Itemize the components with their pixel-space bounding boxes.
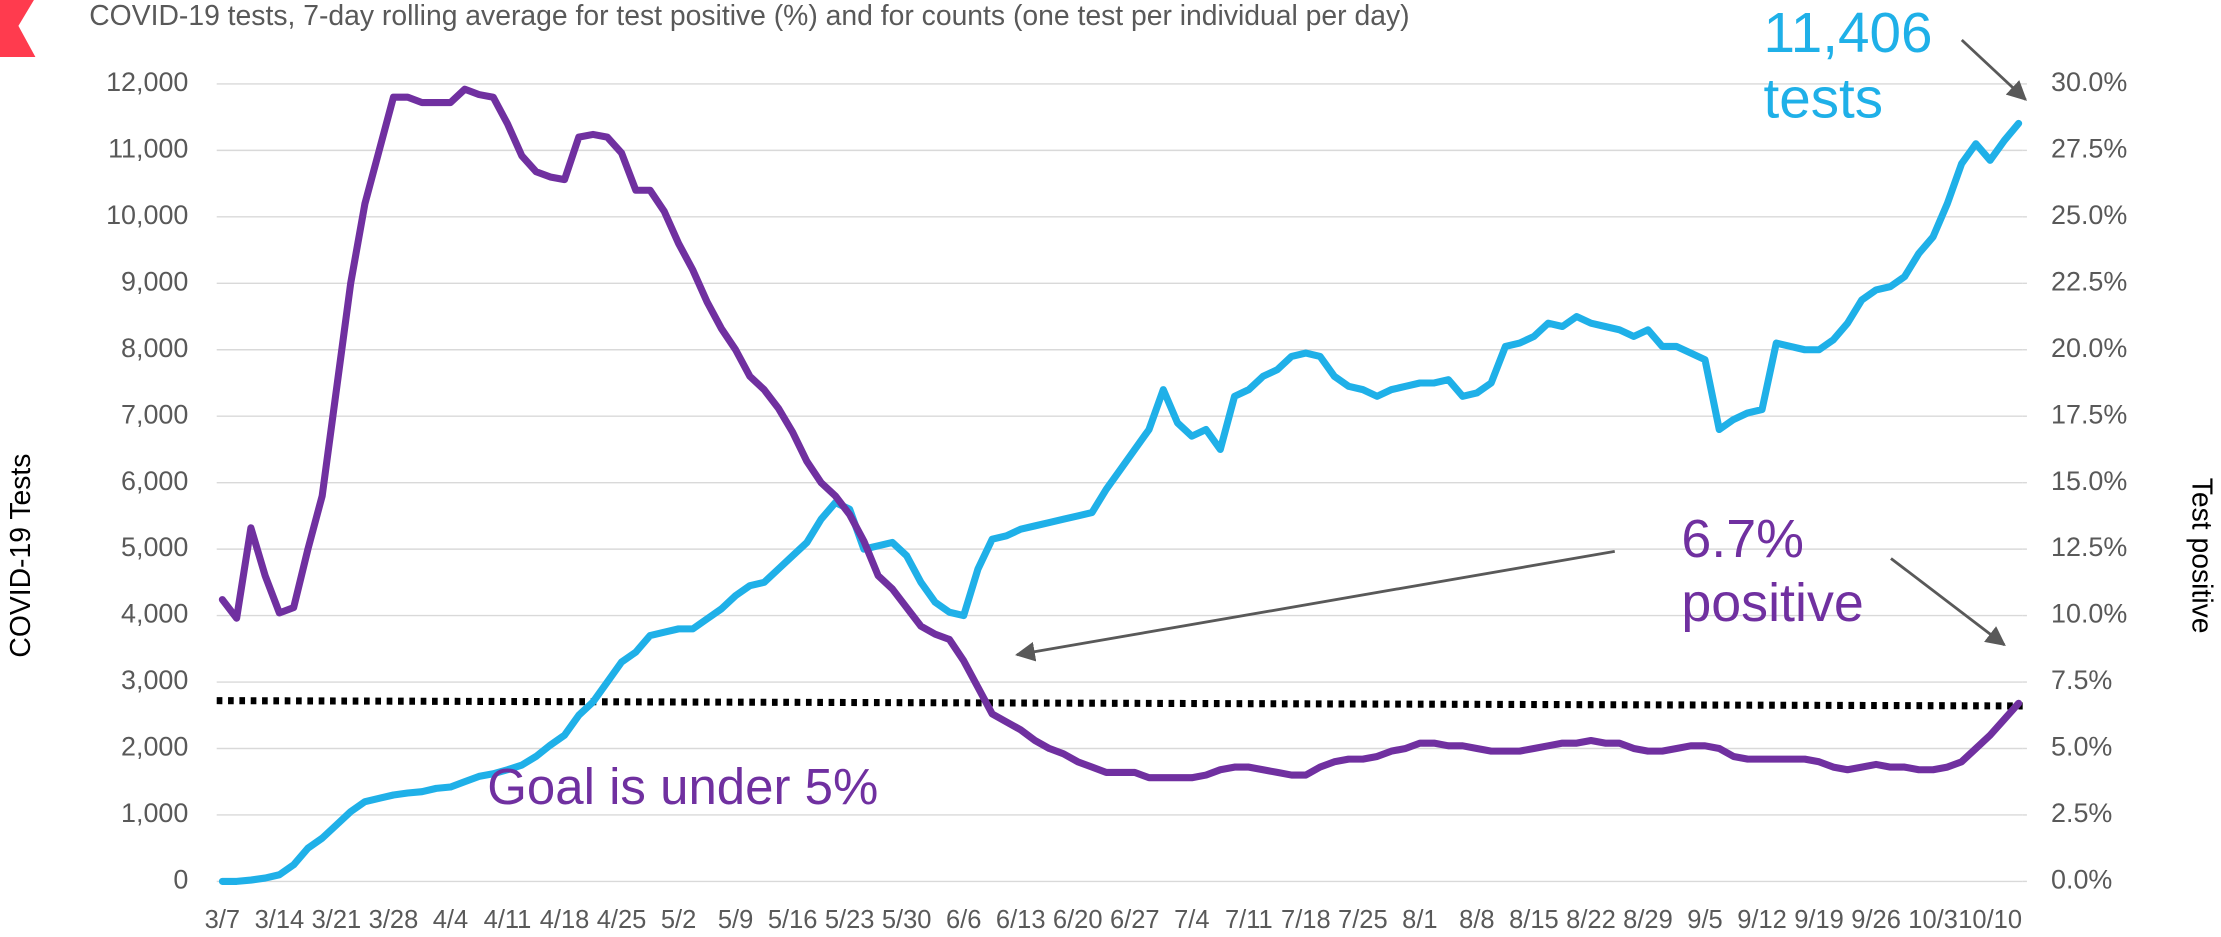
y-tick-label: 12,000: [106, 67, 188, 97]
x-tick-label: 10/10: [1958, 906, 2022, 934]
y2-tick-label: 7.5%: [2051, 665, 2112, 695]
y2-tick-label: 22.5%: [2051, 266, 2127, 296]
y-tick-label: 10,000: [106, 200, 188, 230]
chart-title: COVID-19 tests, 7-day rolling average fo…: [89, 0, 1409, 32]
y2-tick-label: 10.0%: [2051, 599, 2127, 629]
arrow: [1015, 549, 1615, 662]
y2-tick-label: 0.0%: [2051, 865, 2112, 895]
y-tick-label: 11,000: [108, 133, 188, 163]
x-tick-label: 7/11: [1225, 906, 1273, 934]
x-tick-label: 3/7: [205, 906, 240, 934]
x-tick-label: 5/23: [825, 906, 875, 934]
annotation: positive: [1681, 573, 1863, 633]
y2-tick-label: 2.5%: [2051, 798, 2112, 828]
x-tick-label: 9/19: [1794, 906, 1844, 934]
y-tick-label: 8,000: [121, 333, 188, 363]
y2-tick-label: 12.5%: [2051, 532, 2127, 562]
x-tick-label: 3/28: [369, 906, 419, 934]
grid: 0 1,000 2,000 3,000 4,000 5,000 6,000 7,000 8,00…: [106, 67, 2127, 934]
y2-tick-label: 27.5%: [2051, 133, 2127, 163]
annotation: 11,406: [1763, 2, 1932, 65]
x-tick-label: 6/27: [1110, 906, 1160, 934]
arrow: [1890, 557, 2006, 647]
y-tick-label: 5,000: [121, 532, 188, 562]
x-tick-label: 6/20: [1053, 906, 1103, 934]
y-tick-label: 1,000: [121, 798, 188, 828]
x-tick-label: 5/16: [768, 906, 818, 934]
x-tick-label: 3/21: [312, 906, 362, 934]
plot: [216, 85, 2023, 885]
x-tick-label: 10/3: [1908, 906, 1958, 934]
x-tick-label: 8/22: [1566, 906, 1616, 934]
y2-tick-label: 20.0%: [2051, 333, 2127, 363]
x-tick-label: 4/25: [597, 906, 647, 934]
x-tick-label: 9/5: [1687, 906, 1722, 934]
annotation: 6.7%: [1681, 509, 1804, 569]
x-tick-label: 4/11: [484, 906, 532, 934]
y-tick-label: 7,000: [121, 399, 188, 429]
trend-line: [216, 697, 2023, 710]
series-line: [218, 119, 2023, 885]
x-tick-label: 8/15: [1509, 906, 1559, 934]
x-tick-label: 7/4: [1174, 906, 1209, 934]
x-tick-label: 6/6: [946, 906, 981, 934]
x-tick-label: 5/30: [882, 906, 932, 934]
x-tick-label: 9/12: [1737, 906, 1787, 934]
x-tick-label: 5/9: [718, 906, 753, 934]
y-tick-label: 0: [173, 865, 188, 895]
x-tick-label: 7/25: [1338, 906, 1388, 934]
x-tick-label: 8/1: [1402, 906, 1437, 934]
x-tick-label: 8/8: [1459, 906, 1494, 934]
x-tick-label: 6/13: [996, 906, 1046, 934]
x-tick-label: 8/29: [1623, 906, 1673, 934]
arrow: [1960, 38, 2027, 101]
y2-tick-label: 30.0%: [2051, 67, 2127, 97]
y-tick-label: 2,000: [121, 732, 188, 762]
x-tick-label: 4/4: [433, 906, 468, 934]
annotation: tests: [1763, 67, 1883, 130]
x-tick-label: 3/14: [255, 906, 305, 934]
y2-tick-label: 15.0%: [2051, 466, 2127, 496]
y-tick-label: 3,000: [121, 665, 188, 695]
y2-tick-label: 5.0%: [2051, 732, 2112, 762]
y-tick-label: 9,000: [121, 266, 188, 296]
y-tick-label: 4,000: [121, 599, 188, 629]
y2-tick-label: 25.0%: [2051, 200, 2127, 230]
x-tick-label: 9/26: [1851, 906, 1901, 934]
y-tick-label: 6,000: [121, 466, 188, 496]
y2-tick-label: 17.5%: [2051, 399, 2127, 429]
y-axis-label: COVID-19 Tests: [5, 454, 37, 658]
annotation: Goal is under 5%: [487, 758, 878, 815]
x-tick-label: 5/2: [661, 906, 696, 934]
y2-axis-label: Test positive: [2185, 478, 2217, 634]
logo-icon: [0, 0, 36, 58]
x-tick-label: 7/18: [1281, 906, 1331, 934]
series-line: [218, 85, 2023, 782]
x-tick-label: 4/18: [540, 906, 590, 934]
